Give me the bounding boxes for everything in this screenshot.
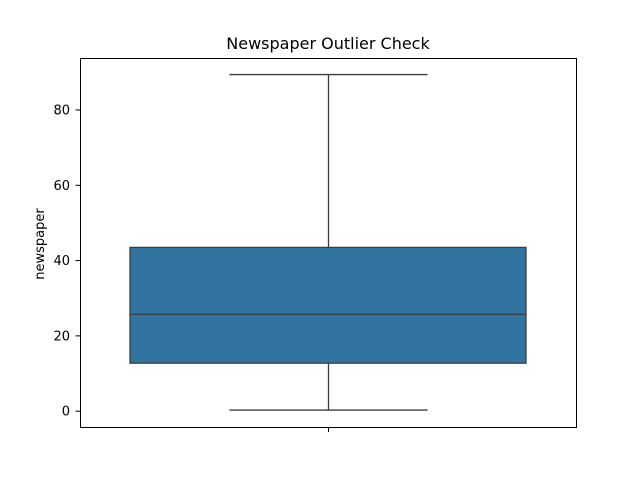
- y-tick-label: 40: [53, 254, 70, 269]
- y-tick-label: 80: [53, 103, 70, 118]
- y-tick-label: 20: [53, 329, 70, 344]
- y-tick-label: 0: [62, 405, 70, 420]
- plot-area: [129, 73, 527, 411]
- y-axis-ticks: 0 20 40 60 80: [53, 103, 81, 420]
- iqr-box: [129, 246, 527, 364]
- chart-title: Newspaper Outlier Check: [226, 34, 430, 53]
- y-axis-label: newspaper: [33, 208, 48, 280]
- y-tick-label: 60: [53, 179, 70, 194]
